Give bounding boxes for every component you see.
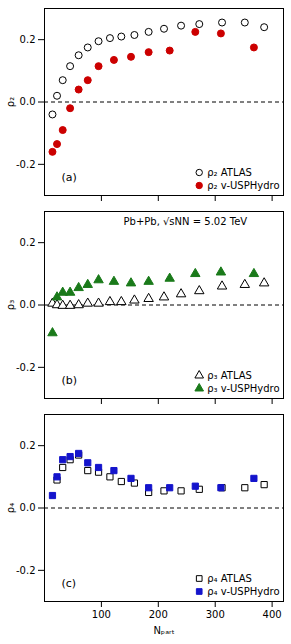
svg-text:ρ₂: ρ₂ bbox=[5, 97, 16, 107]
svg-text:200: 200 bbox=[149, 609, 168, 620]
svg-text:300: 300 bbox=[206, 609, 225, 620]
svg-text:ρ₃ v-USPHydro: ρ₃ v-USPHydro bbox=[207, 383, 279, 394]
svg-text:100: 100 bbox=[92, 609, 111, 620]
svg-text:0.0: 0.0 bbox=[20, 96, 36, 107]
svg-text:ρ₄ v-USPHydro: ρ₄ v-USPHydro bbox=[207, 586, 279, 597]
svg-text:ρ₂ v-USPHydro: ρ₂ v-USPHydro bbox=[207, 180, 279, 191]
svg-text:-0.2: -0.2 bbox=[16, 159, 36, 170]
svg-text:ρ₃ ATLAS: ρ₃ ATLAS bbox=[207, 370, 252, 381]
svg-text:ρ₃: ρ₃ bbox=[5, 300, 16, 310]
svg-text:Pb+Pb, √sNN = 5.02 TeV: Pb+Pb, √sNN = 5.02 TeV bbox=[124, 216, 248, 227]
svg-text:ρ₄ ATLAS: ρ₄ ATLAS bbox=[207, 573, 252, 584]
svg-text:(a): (a) bbox=[62, 171, 77, 184]
svg-text:0.2: 0.2 bbox=[20, 440, 36, 451]
svg-text:ρ₄: ρ₄ bbox=[5, 503, 16, 513]
svg-text:0.2: 0.2 bbox=[20, 34, 36, 45]
svg-text:-0.2: -0.2 bbox=[16, 565, 36, 576]
svg-text:0.0: 0.0 bbox=[20, 502, 36, 513]
svg-text:ρ₂ ATLAS: ρ₂ ATLAS bbox=[207, 167, 252, 178]
svg-text:-0.2: -0.2 bbox=[16, 362, 36, 373]
svg-text:0.0: 0.0 bbox=[20, 299, 36, 310]
svg-text:400: 400 bbox=[263, 609, 282, 620]
svg-text:0.2: 0.2 bbox=[20, 237, 36, 248]
svg-text:(c): (c) bbox=[62, 577, 77, 590]
svg-text:Nₚₐᵣₜ: Nₚₐᵣₜ bbox=[153, 625, 174, 636]
svg-text:(b): (b) bbox=[62, 374, 78, 387]
